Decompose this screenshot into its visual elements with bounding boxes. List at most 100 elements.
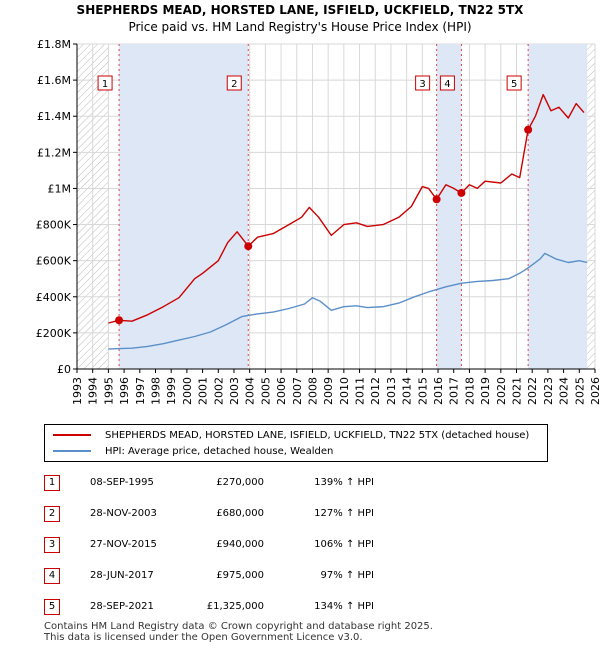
hpi-line [108, 252, 588, 350]
x-tick-label: 2001 [197, 377, 210, 405]
x-tick-label: 2022 [526, 377, 539, 405]
x-tick-label: 1996 [118, 377, 131, 405]
x-tick-label: 2012 [369, 377, 382, 405]
x-tick-label: 2025 [573, 377, 586, 405]
sale-point [115, 316, 124, 325]
sale-number: 4 [44, 568, 60, 584]
sale-price: £1,325,000 [206, 601, 264, 612]
y-tick-label: £800K [36, 219, 72, 232]
x-tick-label: 1995 [102, 377, 115, 405]
sale-point [457, 188, 466, 197]
x-tick-label: 2026 [589, 377, 600, 405]
y-tick-label: £400K [36, 291, 72, 304]
sale-marker-label: 1 [102, 79, 108, 90]
sale-price: £940,000 [216, 539, 264, 550]
sale-marker-label: 4 [444, 79, 450, 90]
chart-subtitle: Price paid vs. HM Land Registry's House … [128, 20, 472, 34]
sale-marker: 1 [97, 75, 113, 91]
y-tick-label: £1.2M [37, 146, 71, 159]
sale-hpi-change: 134% ↑ HPI [314, 601, 374, 612]
x-tick-label: 2016 [432, 377, 445, 405]
sale-row: 2 28-NOV-2003 £680,000 127% ↑ HPI [44, 504, 374, 524]
x-tick-label: 2010 [338, 377, 351, 405]
x-tick-label: 2020 [495, 377, 508, 405]
legend-label-hpi: HPI: Average price, detached house, Weal… [105, 446, 334, 457]
sale-marker-box [226, 75, 242, 91]
hatch-region-end [587, 44, 595, 369]
x-tick-label: 1997 [134, 377, 147, 405]
sale-marker-box [506, 75, 522, 91]
y-tick-label: £200K [36, 327, 72, 340]
footer-copyright: Contains HM Land Registry data © Crown c… [44, 621, 433, 632]
x-tick-label: 2003 [228, 377, 241, 405]
sale-date: 28-NOV-2003 [90, 508, 157, 519]
sale-marker: 5 [506, 75, 522, 91]
y-tick-label: £1.4M [37, 110, 71, 123]
sale-row: 5 28-SEP-2021 £1,325,000 134% ↑ HPI [44, 597, 374, 617]
sale-price: £270,000 [216, 477, 264, 488]
sale-date: 08-SEP-1995 [90, 477, 154, 488]
x-tick-label: 2014 [401, 377, 414, 405]
property-price-line [108, 93, 585, 324]
x-tick-label: 2018 [463, 377, 476, 405]
x-tick-label: 1999 [165, 377, 178, 405]
sale-marker: 2 [226, 75, 242, 91]
footer: Contains HM Land Registry data © Crown c… [44, 621, 433, 643]
legend: SHEPHERDS MEAD, HORSTED LANE, ISFIELD, U… [44, 424, 548, 462]
x-tick-label: 1998 [149, 377, 162, 405]
sale-marker-box [415, 75, 431, 91]
x-tick-label: 1994 [87, 377, 100, 405]
sale-point [244, 242, 253, 251]
sale-row: 1 08-SEP-1995 £270,000 139% ↑ HPI [44, 473, 374, 493]
x-tick-label: 2021 [511, 377, 524, 405]
legend-swatch-hpi [53, 450, 91, 452]
ownership-shade [436, 44, 462, 369]
ownership-shade [119, 44, 249, 369]
x-tick-label: 2024 [558, 377, 571, 405]
legend-item-property: SHEPHERDS MEAD, HORSTED LANE, ISFIELD, U… [53, 429, 529, 443]
y-tick-label: £1.6M [37, 74, 71, 87]
y-tick-label: £1.8M [37, 38, 71, 51]
sale-number: 3 [44, 537, 60, 553]
sale-marker: 4 [439, 75, 455, 91]
x-tick-label: 1993 [71, 377, 84, 405]
x-tick-label: 2002 [212, 377, 225, 405]
sale-marker-label: 2 [231, 79, 237, 90]
y-tick-label: £1M [48, 182, 72, 195]
chart-title: SHEPHERDS MEAD, HORSTED LANE, ISFIELD, U… [0, 2, 600, 36]
ownership-shade [528, 44, 588, 369]
x-tick-label: 2009 [322, 377, 335, 405]
sale-number: 2 [44, 506, 60, 522]
x-tick-label: 2005 [259, 377, 272, 405]
x-tick-label: 2008 [306, 377, 319, 405]
legend-label-property: SHEPHERDS MEAD, HORSTED LANE, ISFIELD, U… [105, 430, 530, 441]
sale-price: £680,000 [216, 508, 264, 519]
sale-point [432, 195, 441, 204]
x-tick-label: 2006 [275, 377, 288, 405]
sale-marker-label: 3 [419, 79, 425, 90]
sale-hpi-change: 127% ↑ HPI [314, 508, 374, 519]
x-tick-label: 2019 [479, 377, 492, 405]
sale-marker-label: 5 [511, 79, 517, 90]
sale-marker-box [439, 75, 455, 91]
sale-date: 28-SEP-2021 [90, 601, 154, 612]
x-tick-label: 2007 [291, 377, 304, 405]
sale-row: 4 28-JUN-2017 £975,000 97% ↑ HPI [44, 566, 374, 586]
legend-item-hpi: HPI: Average price, detached house, Weal… [53, 445, 333, 459]
sale-marker: 3 [415, 75, 431, 91]
x-tick-label: 2017 [448, 377, 461, 405]
sale-number: 5 [44, 599, 60, 615]
sale-number: 1 [44, 475, 60, 491]
x-tick-label: 2023 [542, 377, 555, 405]
sale-marker-box [97, 75, 113, 91]
y-tick-label: £600K [36, 255, 72, 268]
sale-hpi-change: 97% ↑ HPI [320, 570, 374, 581]
x-tick-label: 2015 [416, 377, 429, 405]
price-chart: 1 2 3 4 5 £0 £200K £400K £600K £800K £1M £1.2M £1.4… [36, 38, 600, 405]
x-tick-label: 2004 [244, 377, 257, 405]
sale-hpi-change: 139% ↑ HPI [314, 477, 374, 488]
x-tick-label: 2013 [385, 377, 398, 405]
sale-date: 27-NOV-2015 [90, 539, 157, 550]
legend-swatch-property [53, 434, 91, 436]
x-tick-label: 2000 [181, 377, 194, 405]
